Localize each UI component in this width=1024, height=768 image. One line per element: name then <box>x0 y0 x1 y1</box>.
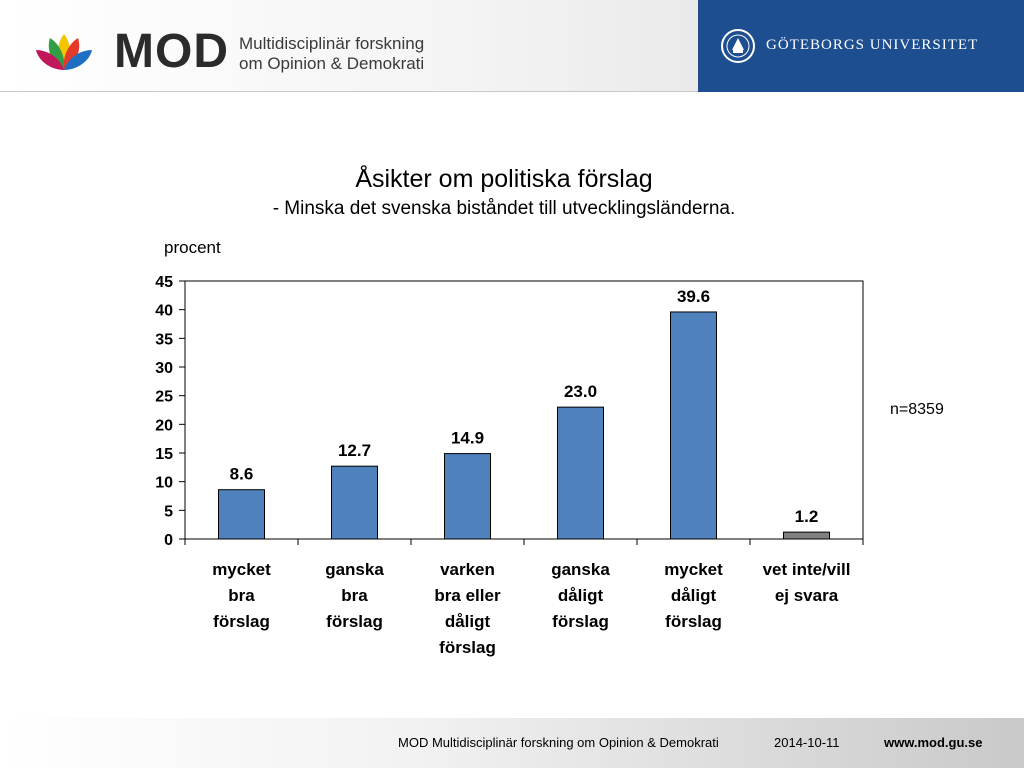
y-tick-label: 25 <box>155 389 173 406</box>
x-tick-label-line: mycket <box>212 560 271 579</box>
x-tick-label: ganska dåligt förslag <box>525 557 637 635</box>
university-name: GÖTEBORGS UNIVERSITET <box>766 37 979 53</box>
x-tick-label-line: förslag <box>326 612 383 631</box>
bar <box>557 406 604 540</box>
bar <box>218 489 265 540</box>
x-tick-label-line: förslag <box>213 612 270 631</box>
mod-wordmark: MOD <box>114 25 229 78</box>
mod-subtitle-line2: om Opinion & Demokrati <box>239 54 425 73</box>
x-tick-label-line: dåligt <box>670 586 717 605</box>
y-tick-label: 20 <box>155 417 173 434</box>
x-tick-label-line: dåligt <box>557 586 604 605</box>
x-tick-label-line: ej svara <box>774 586 839 605</box>
bar <box>783 531 830 540</box>
data-label-background <box>330 438 379 463</box>
mod-flower-logo-icon <box>36 34 92 70</box>
y-tick-label: 35 <box>155 331 173 348</box>
footer-bar: MOD Multidisciplinär forskning om Opinio… <box>0 718 1024 768</box>
data-label-background <box>787 504 826 529</box>
data-label-background <box>669 283 718 308</box>
data-label: 8.6 <box>230 465 254 484</box>
x-tick-label: vet inte/vill ej svara <box>751 557 863 609</box>
x-tick-label: mycket dåligt förslag <box>638 557 750 635</box>
mod-subtitle: Multidisciplinär forskning om Opinion & … <box>239 34 424 74</box>
data-label-background <box>222 461 261 486</box>
bar <box>444 453 491 540</box>
data-label: 14.9 <box>451 429 484 448</box>
x-tick-label: varken bra eller dåligt förslag <box>412 557 524 661</box>
x-tick-label: ganska bra förslag <box>299 557 411 635</box>
university-banner: GÖTEBORGS UNIVERSITET <box>698 0 1024 92</box>
mod-subtitle-line1: Multidisciplinär forskning <box>239 34 425 53</box>
y-tick-label: 30 <box>155 360 173 377</box>
data-label: 39.6 <box>677 287 710 306</box>
y-tick-label: 5 <box>164 503 173 520</box>
x-tick-label-line: vet inte/vill <box>762 560 851 579</box>
chart-subtitle: - Minska det svenska biståndet till utve… <box>272 198 736 219</box>
data-label: 12.7 <box>338 441 371 460</box>
y-axis-label: procent <box>164 238 221 257</box>
y-tick-label: 10 <box>155 475 173 492</box>
footer-organization: MOD Multidisciplinär forskning om Opinio… <box>398 735 719 750</box>
x-tick-label-line: bra eller <box>434 586 501 605</box>
data-label: 1.2 <box>795 507 819 526</box>
y-tick-label: 15 <box>155 446 173 463</box>
y-tick-label: 40 <box>155 303 173 320</box>
x-tick-label-line: dåligt <box>444 612 491 631</box>
data-label-background <box>556 379 605 404</box>
footer-url[interactable]: www.mod.gu.se <box>884 735 983 750</box>
x-tick-label-line: mycket <box>664 560 723 579</box>
x-tick-label-line: förslag <box>665 612 722 631</box>
bar <box>331 465 378 540</box>
sample-size-note: n=8359 <box>890 401 944 418</box>
data-label-background <box>443 425 492 450</box>
x-tick-label-line: ganska <box>551 560 610 579</box>
x-tick-label-line: bra <box>341 586 368 605</box>
x-tick-label-line: ganska <box>325 560 384 579</box>
y-tick-label: 45 <box>155 274 173 291</box>
plot-area-frame <box>184 280 864 540</box>
x-tick-label-line: varken <box>440 560 495 579</box>
x-tick-label-line: bra <box>228 586 255 605</box>
x-tick-label: mycket bra förslag <box>186 557 298 635</box>
footer-date: 2014-10-11 <box>774 735 840 750</box>
data-label: 23.0 <box>564 382 597 401</box>
bar <box>670 311 717 540</box>
x-tick-label-line: förslag <box>552 612 609 631</box>
y-tick-label: 0 <box>164 532 173 549</box>
chart-title: Åsikter om politiska förslag <box>355 165 653 193</box>
x-tick-label-line: förslag <box>439 638 496 657</box>
university-seal-icon <box>721 29 755 63</box>
header-banner: MOD Multidisciplinär forskning om Opinio… <box>0 0 1024 92</box>
